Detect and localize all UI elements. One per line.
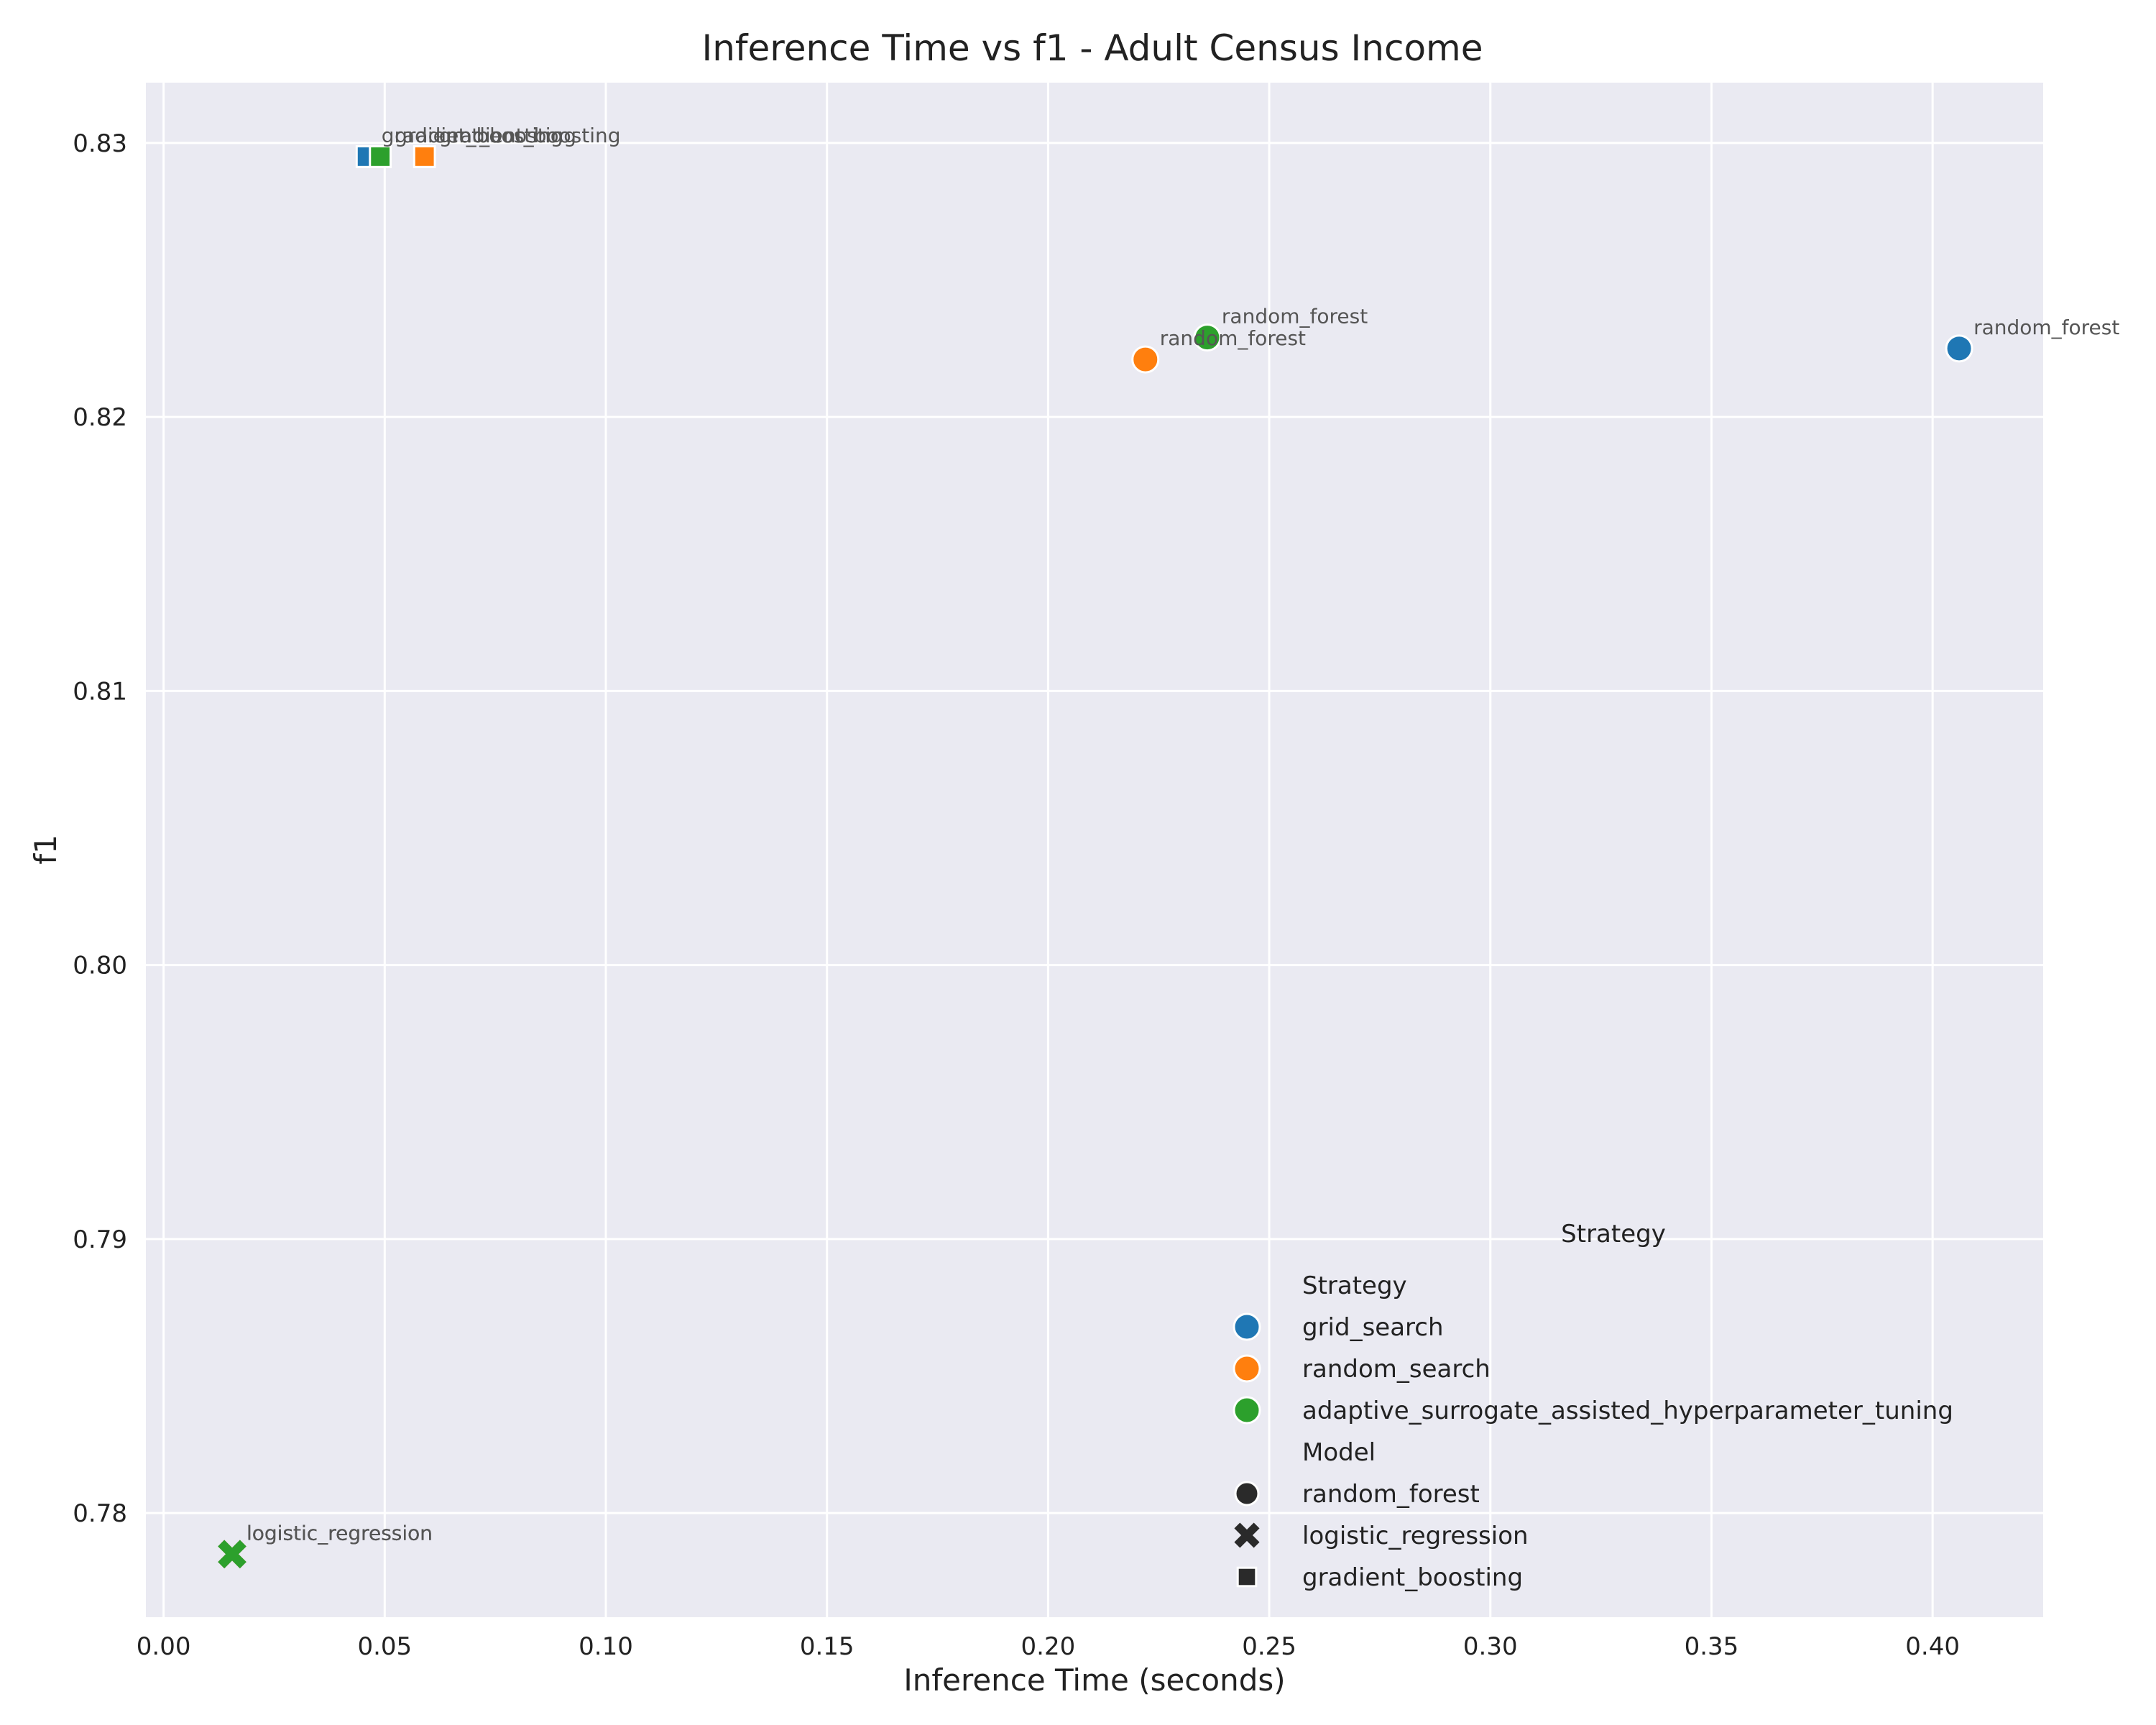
x-tick-label: 0.10	[579, 1632, 633, 1661]
data-point	[1131, 345, 1160, 374]
x-tick-label: 0.05	[357, 1632, 412, 1661]
x-axis-label: Inference Time (seconds)	[903, 1662, 1285, 1698]
point-label: logistic_regression	[247, 1521, 433, 1545]
point-label: gradient_boosting	[439, 124, 621, 147]
legend-marker	[1233, 1396, 1261, 1425]
y-tick-label: 0.80	[73, 952, 127, 980]
point-label: gradient_boosting	[382, 124, 563, 147]
x-tick-label: 0.20	[1021, 1632, 1076, 1661]
point-label: logistic_regression	[247, 1521, 433, 1545]
legend: Strategy Strategy grid_search random_search…	[1233, 1220, 1953, 1592]
y-tick-label: 0.79	[73, 1225, 127, 1254]
legend-entry: gradient_boosting	[1302, 1563, 1523, 1592]
y-tick-label: 0.78	[73, 1499, 127, 1528]
x-tick-labels: 0.00 0.05 0.10 0.15 0.20 0.25 0.30 0.35 0.40	[137, 1632, 1960, 1661]
x-tick-label: 0.40	[1905, 1632, 1960, 1661]
chart-title: Inference Time vs f1 - Adult Census Inco…	[701, 27, 1483, 69]
legend-marker	[1236, 1566, 1258, 1588]
point-label: random_forest	[1973, 316, 2119, 339]
data-points	[218, 145, 1973, 1569]
x-tick-label: 0.15	[800, 1632, 854, 1661]
legend-entry: logistic_regression	[1302, 1522, 1529, 1550]
point-label: gradient_boosting	[395, 124, 576, 147]
y-tick-label: 0.82	[73, 403, 127, 432]
legend-entry: random_search	[1302, 1355, 1491, 1384]
data-point	[1193, 323, 1222, 352]
plot-area	[146, 83, 2043, 1617]
legend-marker	[1233, 1354, 1261, 1383]
x-tick-label: 0.25	[1242, 1632, 1296, 1661]
y-axis-label: f1	[28, 834, 63, 865]
legend-entry: adaptive_surrogate_assisted_hyperparamet…	[1302, 1397, 1953, 1425]
legend-model-header: Model	[1302, 1438, 1376, 1467]
point-label: random_forest	[1160, 326, 1306, 350]
legend-title: Strategy	[1561, 1220, 1666, 1248]
legend-entry: random_forest	[1302, 1480, 1480, 1509]
y-tick-label: 0.81	[73, 677, 127, 706]
y-tick-label: 0.83	[73, 129, 127, 158]
data-point	[218, 1540, 247, 1569]
legend-strategy-header: Strategy	[1302, 1271, 1407, 1300]
legend-marker	[1234, 1481, 1260, 1506]
point-label: random_forest	[1222, 305, 1368, 328]
x-tick-label: 0.00	[137, 1632, 191, 1661]
y-tick-labels: 0.78 0.79 0.80 0.81 0.82 0.83	[73, 129, 127, 1528]
data-point	[369, 145, 392, 168]
x-tick-label: 0.30	[1463, 1632, 1518, 1661]
legend-marker	[1234, 1522, 1260, 1548]
data-point	[1945, 334, 1973, 363]
legend-entry: grid_search	[1302, 1313, 1444, 1342]
data-point	[413, 145, 436, 168]
point-labels: random_forestrandom_forestrandom_forestl…	[247, 124, 2119, 1545]
x-tick-label: 0.35	[1685, 1632, 1739, 1661]
point-label: logistic_regression	[247, 1521, 433, 1545]
legend-marker	[1233, 1312, 1261, 1341]
gridlines	[146, 83, 2043, 1617]
